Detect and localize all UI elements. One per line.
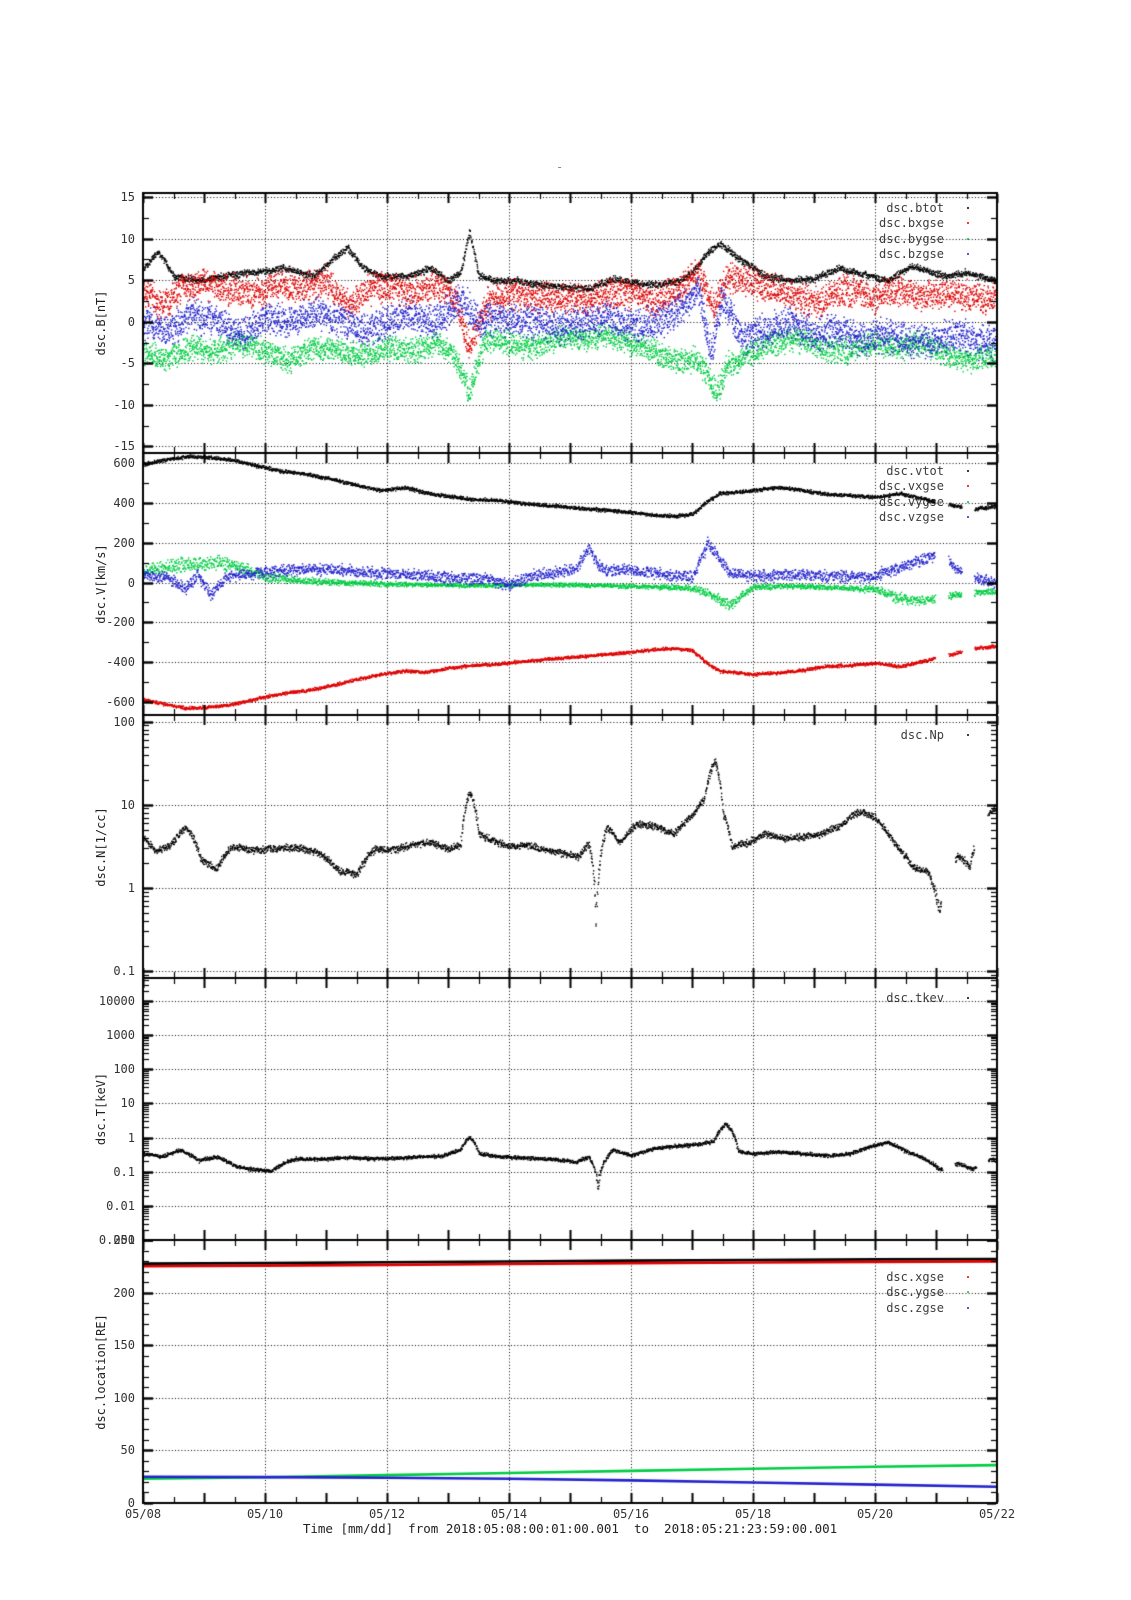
dscovr-multipanel-plot: - 151050-5-10-15dsc.B[nT]dsc.btotdsc.bxg…: [0, 0, 1131, 1600]
chart-canvas: [0, 0, 1131, 1600]
